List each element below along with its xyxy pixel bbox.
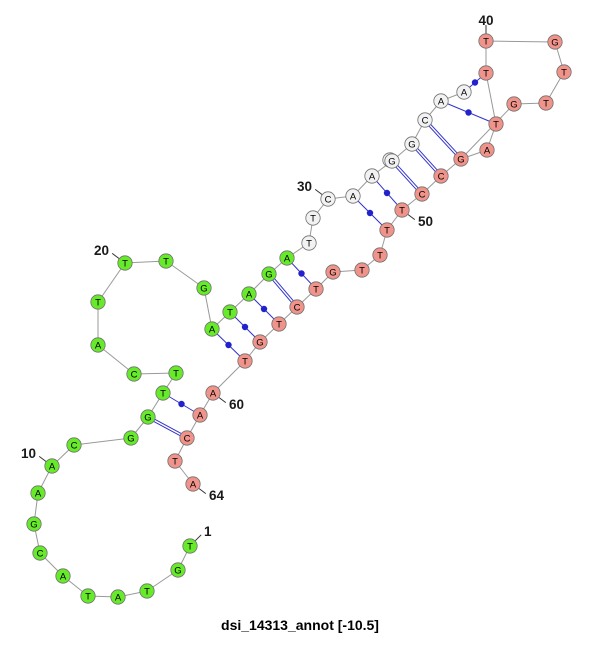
svg-text:G: G xyxy=(200,283,207,294)
svg-text:A: A xyxy=(95,340,102,351)
svg-text:64: 64 xyxy=(209,488,225,503)
svg-text:C: C xyxy=(419,189,426,200)
svg-text:T: T xyxy=(122,258,128,269)
svg-text:T: T xyxy=(306,238,312,249)
svg-text:T: T xyxy=(483,36,489,47)
svg-text:60: 60 xyxy=(229,397,244,412)
svg-text:A: A xyxy=(461,87,468,98)
svg-text:G: G xyxy=(127,433,134,444)
svg-text:T: T xyxy=(85,591,91,602)
svg-text:A: A xyxy=(115,592,122,603)
svg-text:C: C xyxy=(37,548,44,559)
svg-text:A: A xyxy=(369,171,376,182)
svg-text:G: G xyxy=(256,337,263,348)
svg-text:G: G xyxy=(30,519,37,530)
svg-text:G: G xyxy=(388,156,395,167)
svg-text:A: A xyxy=(190,479,197,490)
svg-text:T: T xyxy=(242,356,248,367)
svg-text:C: C xyxy=(184,433,191,444)
svg-text:C: C xyxy=(422,115,429,126)
svg-text:40: 40 xyxy=(478,13,493,28)
svg-text:T: T xyxy=(543,98,549,109)
svg-text:G: G xyxy=(144,412,151,423)
svg-text:C: C xyxy=(438,171,445,182)
svg-text:T: T xyxy=(310,213,316,224)
svg-text:A: A xyxy=(49,461,56,472)
svg-text:G: G xyxy=(329,267,336,278)
svg-text:G: G xyxy=(551,37,558,48)
svg-text:A: A xyxy=(60,571,67,582)
svg-text:T: T xyxy=(144,586,150,597)
svg-text:G: G xyxy=(408,139,415,150)
svg-text:30: 30 xyxy=(297,179,312,194)
svg-text:50: 50 xyxy=(418,214,433,229)
svg-text:20: 20 xyxy=(94,243,109,258)
svg-text:C: C xyxy=(294,302,301,313)
svg-text:A: A xyxy=(350,191,357,202)
svg-text:G: G xyxy=(174,565,181,576)
svg-text:A: A xyxy=(484,145,491,156)
svg-text:T: T xyxy=(163,256,169,267)
svg-text:1: 1 xyxy=(204,524,212,539)
svg-text:G: G xyxy=(510,99,517,110)
svg-text:T: T xyxy=(493,119,499,130)
svg-text:G: G xyxy=(457,154,464,165)
svg-text:C: C xyxy=(71,440,78,451)
svg-text:G: G xyxy=(265,269,272,280)
svg-text:T: T xyxy=(359,265,365,276)
svg-text:T: T xyxy=(173,368,179,379)
svg-text:A: A xyxy=(284,253,291,264)
svg-text:A: A xyxy=(438,96,445,107)
svg-text:T: T xyxy=(483,68,489,79)
svg-text:T: T xyxy=(276,319,282,330)
svg-text:T: T xyxy=(313,284,319,295)
svg-text:T: T xyxy=(561,67,567,78)
svg-text:T: T xyxy=(95,297,101,308)
svg-text:A: A xyxy=(246,289,253,300)
svg-text:T: T xyxy=(227,307,233,318)
svg-text:T: T xyxy=(172,456,178,467)
svg-text:T: T xyxy=(384,225,390,236)
svg-text:T: T xyxy=(160,388,166,399)
svg-text:C: C xyxy=(131,369,138,380)
svg-text:A: A xyxy=(35,488,42,499)
svg-text:T: T xyxy=(377,250,383,261)
svg-text:10: 10 xyxy=(21,446,36,461)
svg-text:C: C xyxy=(325,194,332,205)
svg-text:A: A xyxy=(209,324,216,335)
svg-text:T: T xyxy=(399,205,405,216)
svg-text:A: A xyxy=(210,388,217,399)
svg-text:T: T xyxy=(187,541,193,552)
svg-text:A: A xyxy=(197,410,204,421)
